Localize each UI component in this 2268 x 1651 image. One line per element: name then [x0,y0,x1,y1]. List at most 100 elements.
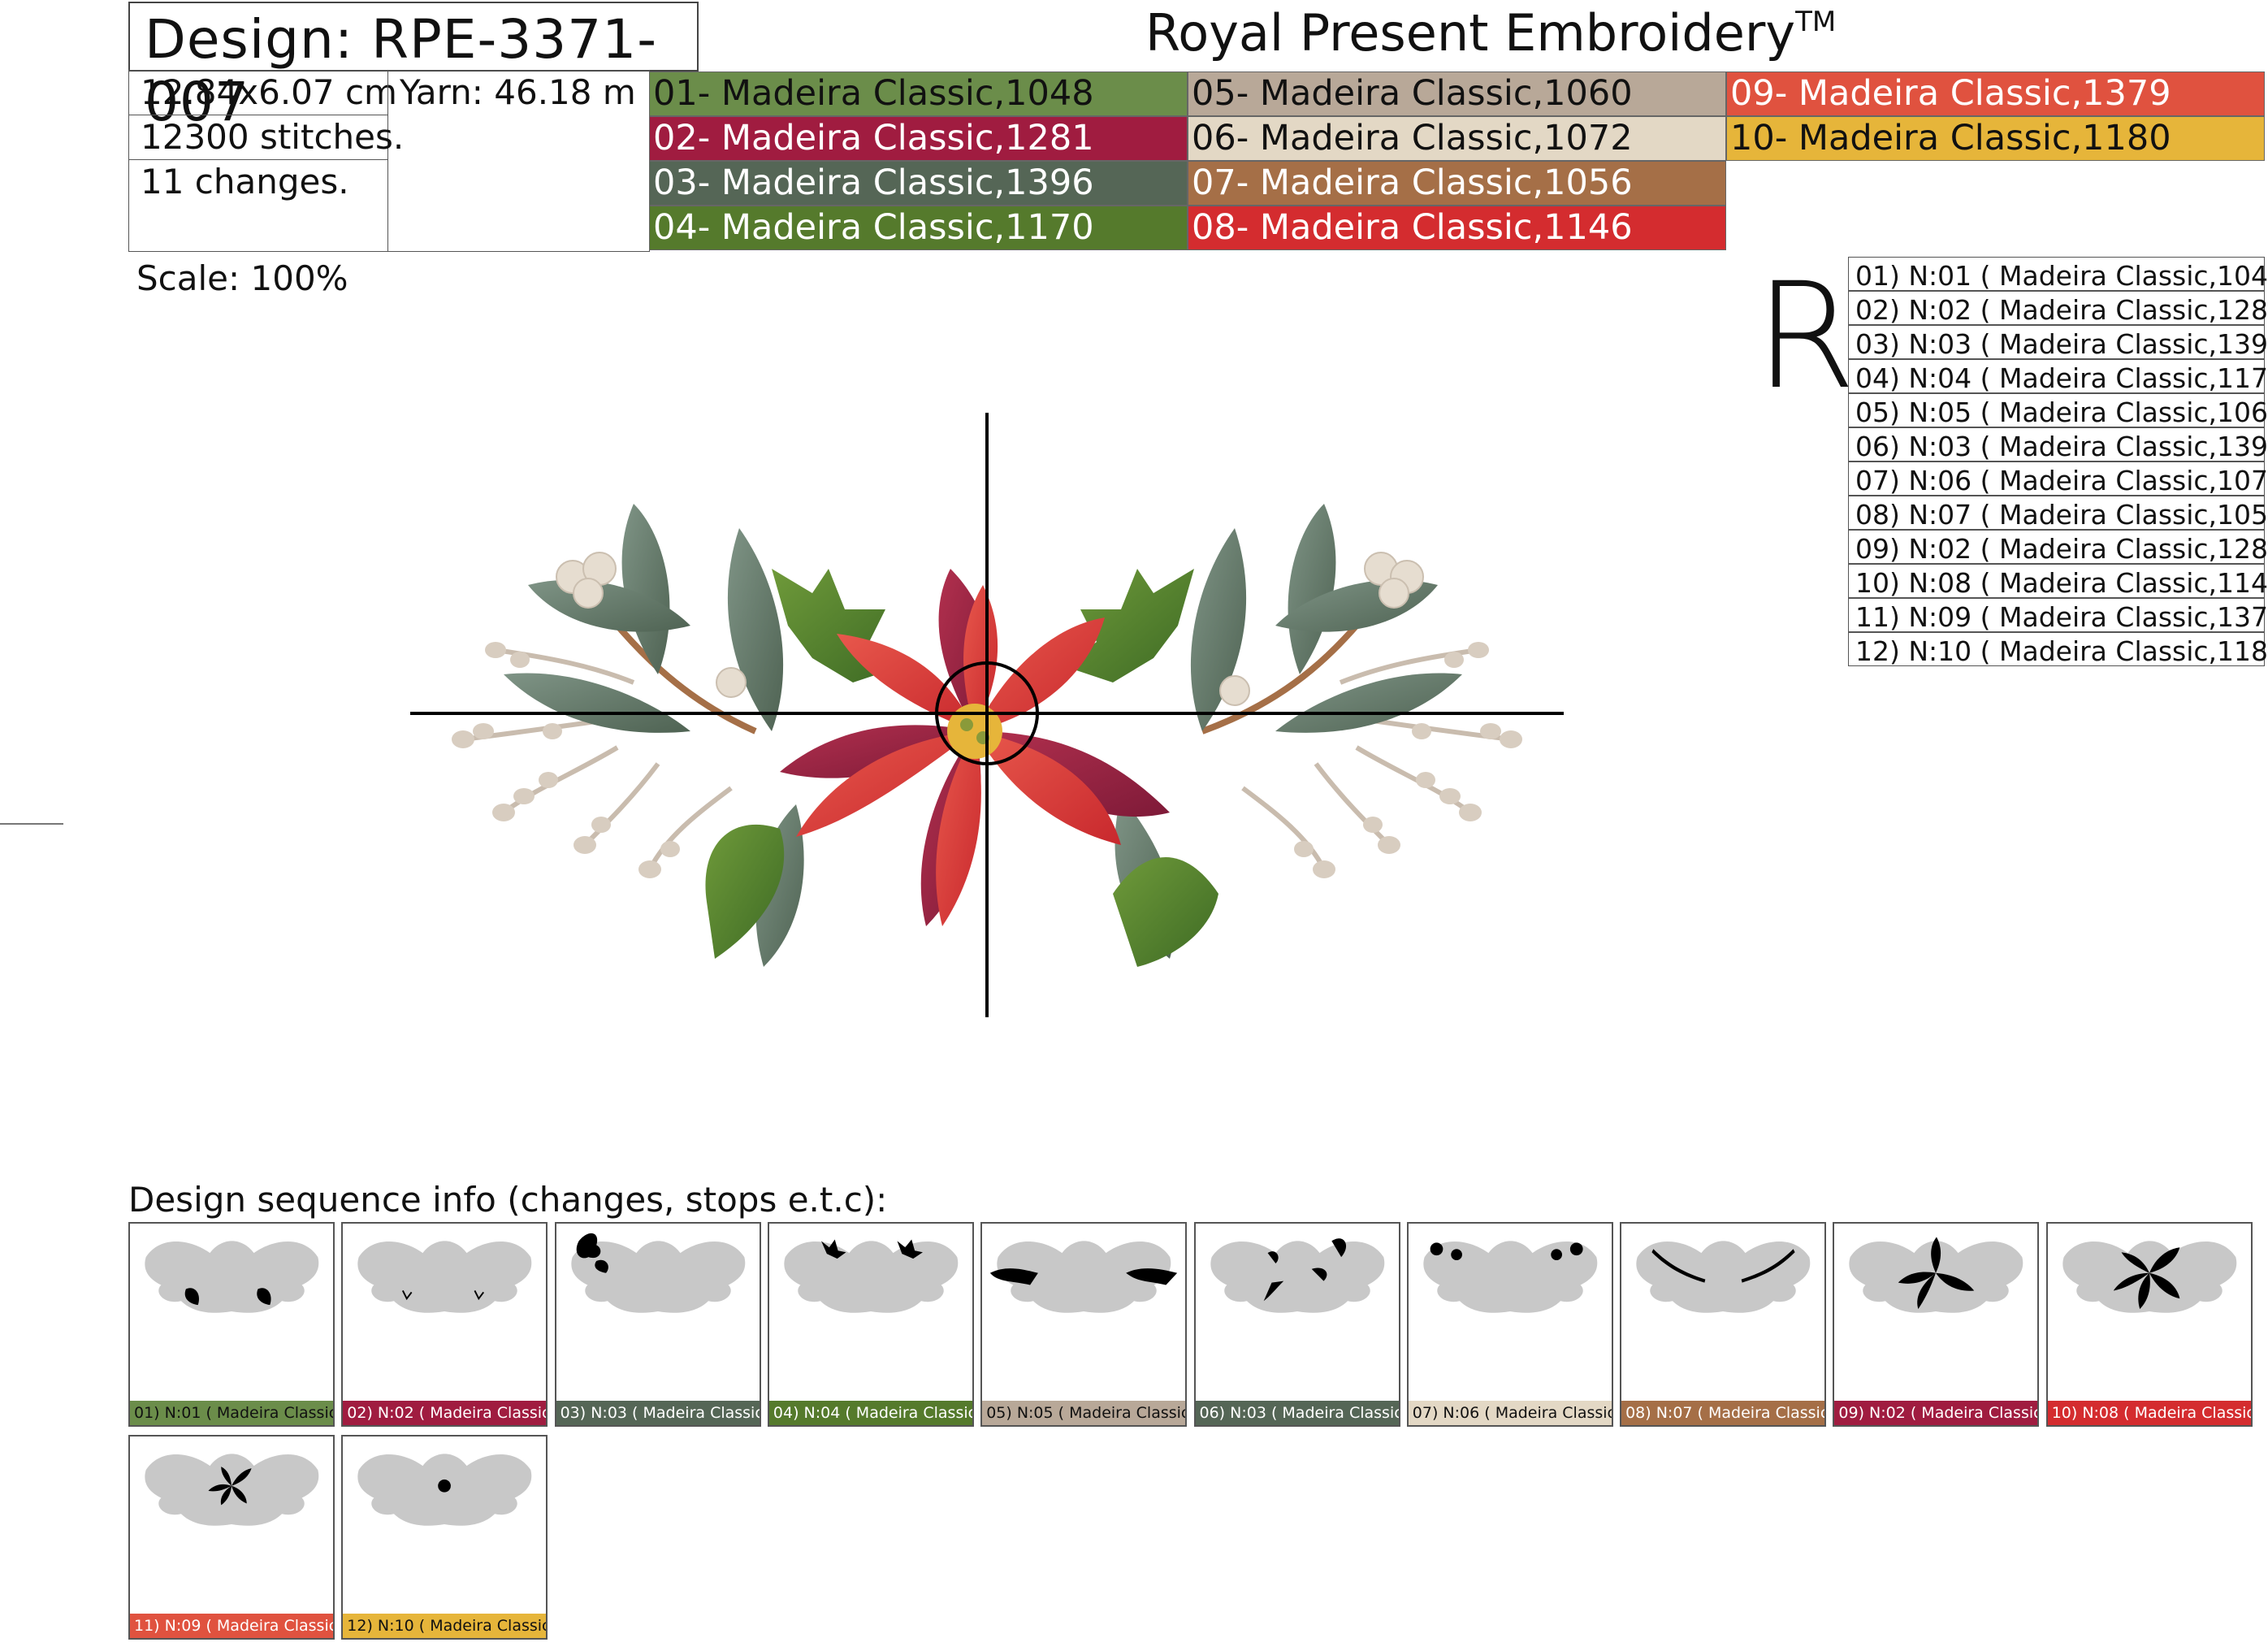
palette-swatch-label: 02- Madeira Classic,1281 [653,118,1094,158]
thumbnail-highlight [232,1468,252,1486]
size-cell: 12.84x6.07 cm [128,70,397,115]
yarn-cell: Yarn: 46.18 m [387,70,650,252]
palette-swatch: 09- Madeira Classic,1379 [1726,72,2265,116]
sequence-row: 05) N:05 ( Madeira Classic,1060) [1848,393,2268,428]
sequence-row: 06) N:03 ( Madeira Classic,1396) [1848,427,2268,462]
sequence-row-label: 05) N:05 ( Madeira Classic,1060) [1855,396,2268,428]
design-silhouette [1210,1241,1384,1313]
yarn-length: Yarn: 46.18 m [400,72,636,112]
thumbnail-preview [357,1454,532,1526]
thumbnail-highlight [2137,1272,2150,1310]
sequence-row: 04) N:04 ( Madeira Classic,1170) [1848,359,2268,394]
palette-swatch-label: 01- Madeira Classic,1048 [653,73,1094,114]
sequence-row-label: 04) N:04 ( Madeira Classic,1170) [1855,362,2268,394]
sequence-row-label: 09) N:02 ( Madeira Classic,1281) [1855,533,2268,565]
palette-swatch: 04- Madeira Classic,1170 [649,206,1188,250]
sequence-row-label: 01) N:01 ( Madeira Classic,1048) [1855,260,2268,292]
sequence-row: 02) N:02 ( Madeira Classic,1281) [1848,291,2268,326]
palette-swatch-label: 04- Madeira Classic,1170 [653,207,1094,248]
thumbnail-highlight [1898,1272,1937,1284]
sequence-row-label: 11) N:09 ( Madeira Classic,1379) [1855,601,2268,633]
thumbnail-highlight [1430,1242,1443,1256]
stitch-count: 12300 stitches. [141,117,405,157]
sequence-row: 09) N:02 ( Madeira Classic,1281) [1848,530,2268,565]
thumbnail-label: 03) N:03 ( Madeira Classic [556,1401,760,1425]
thumbnail-preview [1849,1237,2023,1313]
white-berry-clusters [556,552,1424,706]
trademark-mark: TM [1795,6,1837,38]
thumbnail-preview [784,1239,959,1313]
thumbnail-preview [1423,1241,1598,1313]
thumbnail-highlight [1126,1268,1178,1285]
sequence-row: 01) N:01 ( Madeira Classic,1048) [1848,257,2268,292]
thumbnail-preview [1636,1241,1811,1313]
palette-swatch: 01- Madeira Classic,1048 [649,72,1188,116]
thumbnail-preview [2062,1241,2236,1313]
thumbnail-preview [357,1241,532,1313]
thumbnail-highlight [2113,1272,2149,1291]
thumbnail-label: 04) N:04 ( Madeira Classic [768,1401,972,1425]
orientation-mark: R [1755,264,1857,410]
sequence-row-label: 07) N:06 ( Madeira Classic,1072) [1855,465,2268,496]
thumbnail-highlight [184,1288,199,1306]
scale-label: Scale: 100% [136,258,348,298]
thumbnail-highlight [1263,1280,1283,1302]
thumbnail-label: 05) N:05 ( Madeira Classic [982,1401,1186,1425]
thumbnail-preview [145,1454,319,1526]
thumbnail-highlight [1917,1272,1937,1310]
thumbnail-highlight [221,1467,232,1486]
changes-cell: 11 changes. [128,159,388,252]
palette-swatch: 03- Madeira Classic,1396 [649,161,1188,206]
palette-swatch: 08- Madeira Classic,1146 [1188,206,1726,250]
design-silhouette [570,1241,745,1313]
thumbnail-highlight [208,1484,232,1492]
sequence-thumbnail: 05) N:05 ( Madeira Classic [980,1222,1188,1427]
design-title: Design: RPE-3371-007 [145,8,658,133]
palette-swatch: 05- Madeira Classic,1060 [1188,72,1726,116]
thumbnail-highlight [257,1288,271,1306]
thumbnail-label: 09) N:02 ( Madeira Classic [1834,1401,2038,1425]
design-silhouette [357,1241,532,1313]
sequence-thumbnail: 07) N:06 ( Madeira Classic [1406,1222,1613,1427]
thumbnail-label: 02) N:02 ( Madeira Classic [343,1401,547,1425]
embroidery-preview [410,413,1564,1017]
thumbnail-highlight [1331,1238,1346,1258]
sequence-row: 03) N:03 ( Madeira Classic,1396) [1848,325,2268,360]
palette-swatch: 07- Madeira Classic,1056 [1188,161,1726,206]
thumbnail-highlight [1936,1272,1975,1291]
palette-swatch-label: 08- Madeira Classic,1146 [1192,207,1633,248]
thumbnail-highlight [232,1485,247,1504]
thumbnail-label: 07) N:06 ( Madeira Classic [1408,1401,1612,1425]
palette-swatch: 02- Madeira Classic,1281 [649,116,1188,161]
sequence-row: 12) N:10 ( Madeira Classic,1180) [1848,632,2268,667]
thumbnail-highlight [1267,1251,1279,1263]
design-silhouette [145,1241,319,1313]
sequence-thumbnail: 08) N:07 ( Madeira Classic [1620,1222,1827,1427]
thumbnail-preview [1210,1238,1384,1313]
palette-swatch-label: 03- Madeira Classic,1396 [653,162,1094,203]
stitches-cell: 12300 stitches. [128,115,404,160]
thumbnail-preview [145,1241,319,1313]
palette-swatch-label: 05- Madeira Classic,1060 [1192,73,1633,114]
sequence-row-label: 10) N:08 ( Madeira Classic,1146) [1855,567,2268,599]
thumbnail-preview [990,1241,1178,1313]
sequence-row-label: 06) N:03 ( Madeira Classic,1396) [1855,431,2268,462]
thumbnail-highlight [1311,1268,1327,1281]
thumbnail-highlight [594,1259,608,1273]
thumbnail-highlight [897,1239,923,1259]
thumbnail-highlight [2149,1247,2180,1273]
thumbnail-highlight [990,1268,1039,1285]
thumbnail-highlight [820,1239,846,1259]
brand-title: Royal Present EmbroideryTM [1145,3,1836,63]
thumbnail-label: 12) N:10 ( Madeira Classic,1 [343,1614,547,1638]
brand-name: Royal Present Embroidery [1145,3,1796,63]
sequence-thumbnail: 01) N:01 ( Madeira Classic,1 [128,1222,335,1427]
thumbnail-label: 10) N:08 ( Madeira Classic, [2047,1401,2251,1425]
center-crosshair [410,413,1564,1017]
thumbnail-highlight [220,1485,232,1506]
thumbnail-label: 06) N:03 ( Madeira Classic [1195,1401,1399,1425]
sequence-row: 11) N:09 ( Madeira Classic,1379) [1848,598,2268,633]
right-berries [1294,642,1522,878]
sequence-thumbnail: 02) N:02 ( Madeira Classic [341,1222,548,1427]
sequence-row-label: 03) N:03 ( Madeira Classic,1396) [1855,328,2268,360]
